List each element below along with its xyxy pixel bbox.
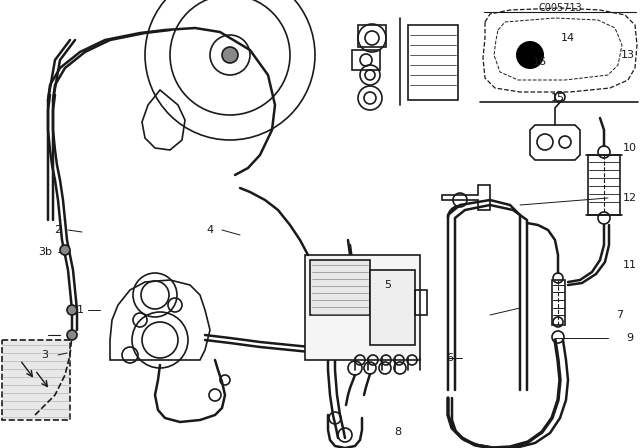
Text: 3b: 3b (38, 247, 52, 257)
Text: 12: 12 (623, 193, 637, 203)
Bar (370, 270, 415, 345)
Text: 14: 14 (561, 33, 575, 43)
Text: 7: 7 (616, 310, 623, 320)
Bar (415, 290, 427, 315)
Text: 15: 15 (551, 93, 565, 103)
Circle shape (67, 305, 77, 315)
Text: C005713: C005713 (538, 3, 582, 13)
Text: 4: 4 (207, 225, 214, 235)
Bar (305, 255, 420, 360)
Text: 13: 13 (621, 50, 635, 60)
Polygon shape (2, 340, 70, 420)
Text: 11: 11 (623, 260, 637, 270)
Text: 16: 16 (533, 57, 547, 67)
Text: 8: 8 (394, 427, 401, 437)
Text: 1: 1 (77, 305, 83, 315)
Circle shape (60, 245, 70, 255)
Text: 5: 5 (385, 280, 392, 290)
Text: 6: 6 (447, 353, 454, 363)
Circle shape (222, 47, 238, 63)
Bar (408, 25, 458, 100)
Circle shape (516, 41, 544, 69)
Text: 9: 9 (627, 333, 634, 343)
Bar (358, 25, 386, 47)
Text: 10: 10 (623, 143, 637, 153)
Text: 3: 3 (42, 350, 49, 360)
Bar (310, 260, 370, 315)
Bar (352, 50, 380, 70)
Text: 2: 2 (54, 225, 61, 235)
Circle shape (67, 330, 77, 340)
